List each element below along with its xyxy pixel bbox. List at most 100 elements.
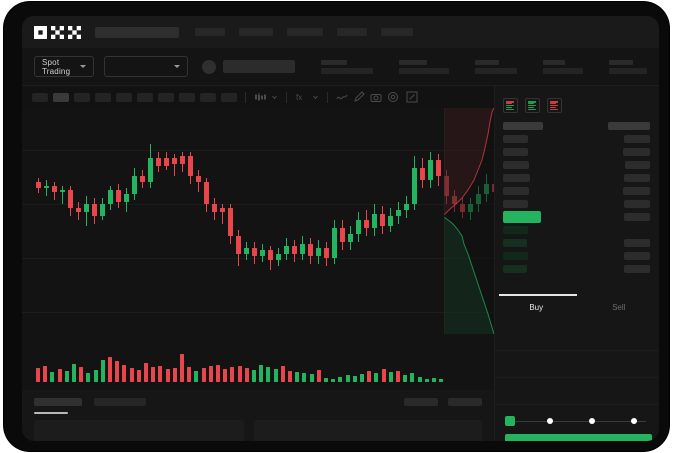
orderbook-row[interactable]	[495, 146, 659, 159]
timeframe-button-4[interactable]	[116, 92, 132, 102]
nav-search-input[interactable]	[95, 26, 179, 38]
volume-bar	[424, 379, 429, 382]
volume-bar	[165, 369, 170, 382]
orderbook-cell-price	[503, 187, 529, 195]
timeframe-button-2[interactable]	[74, 92, 90, 102]
timeframe-button-7[interactable]	[179, 92, 195, 102]
amount-percent-slider[interactable]	[505, 416, 650, 426]
orderbook-row[interactable]	[495, 211, 659, 224]
candle	[60, 108, 65, 334]
indicators-chevron-icon[interactable]	[312, 91, 319, 103]
nav-item-2[interactable]	[287, 28, 323, 36]
timeframe-button-9[interactable]	[221, 92, 237, 102]
trading-pair-selector[interactable]	[104, 56, 188, 77]
trading-mode-label: Spot Trading	[42, 57, 71, 76]
current-pair-display[interactable]	[202, 59, 295, 74]
line-chart-icon[interactable]	[336, 91, 348, 103]
orderbook-row[interactable]	[495, 224, 659, 237]
timeframe-button-5[interactable]	[137, 92, 153, 102]
candle	[340, 108, 345, 334]
volume-bar	[331, 379, 336, 382]
chart-settings-icon[interactable]	[387, 91, 399, 103]
orderbook-display-modes	[503, 98, 562, 113]
orderbook-rows	[495, 120, 659, 276]
candle-body	[356, 220, 361, 234]
mode-bar	[506, 108, 514, 110]
fullscreen-icon[interactable]	[406, 91, 418, 103]
price-chart[interactable]	[22, 108, 494, 334]
chart-type-chevron-icon[interactable]	[271, 91, 278, 103]
slider-handle[interactable]	[505, 416, 515, 426]
volume-bar	[136, 370, 141, 382]
candle-body	[156, 158, 161, 166]
nav-item-1[interactable]	[239, 28, 273, 36]
candle	[204, 108, 209, 334]
candle	[124, 108, 129, 334]
tab-buy[interactable]: Buy	[495, 294, 578, 320]
order-field-row[interactable]	[495, 351, 659, 378]
timeframe-button-8[interactable]	[200, 92, 216, 102]
candle	[404, 108, 409, 334]
timeframe-button-1[interactable]	[53, 92, 69, 102]
orderbook-row[interactable]	[495, 133, 659, 146]
place-buy-order-button[interactable]	[505, 434, 652, 441]
timeframe-button-3[interactable]	[95, 92, 111, 102]
orders-action-0[interactable]	[404, 398, 438, 406]
orders-tab-0[interactable]	[34, 398, 82, 406]
orders-card[interactable]	[34, 420, 244, 441]
drawing-pencil-icon[interactable]	[353, 91, 365, 103]
volume-bar	[180, 354, 184, 382]
stat-label	[543, 59, 565, 65]
orderbook-row[interactable]	[495, 198, 659, 211]
volume-bar	[381, 369, 386, 382]
orderbook-row[interactable]	[495, 159, 659, 172]
timeframe-button-0[interactable]	[32, 92, 48, 102]
bids-only-icon[interactable]	[525, 98, 540, 113]
candlestick-chart-icon[interactable]	[254, 91, 266, 103]
volume-bar	[360, 374, 364, 382]
orderbook-row[interactable]	[495, 250, 659, 263]
trading-mode-selector[interactable]: Spot Trading	[34, 56, 95, 77]
volume-bar	[108, 357, 112, 382]
snapshot-camera-icon[interactable]	[370, 91, 382, 103]
orderbook-row[interactable]	[495, 237, 659, 250]
volume-bar	[345, 375, 350, 382]
order-field-row[interactable]	[495, 378, 659, 405]
orderbook-row[interactable]	[495, 185, 659, 198]
candle	[228, 108, 233, 334]
candle	[84, 108, 89, 334]
both-sides-icon[interactable]	[503, 98, 518, 113]
orderbook-row[interactable]	[495, 172, 659, 185]
indicators-icon[interactable]: fx	[295, 91, 307, 103]
slider-step-dot[interactable]	[547, 418, 553, 424]
order-field-row[interactable]	[495, 324, 659, 351]
candle-body	[292, 246, 297, 254]
orderbook-sidebar: Buy Sell	[494, 86, 659, 441]
slider-step-dot[interactable]	[589, 418, 595, 424]
nav-menu	[195, 28, 413, 36]
nav-item-4[interactable]	[381, 28, 413, 36]
orderbook-row[interactable]	[495, 263, 659, 276]
orders-action-1[interactable]	[448, 398, 482, 406]
toolbar-divider	[286, 91, 287, 103]
nav-item-0[interactable]	[195, 28, 225, 36]
stat-value	[543, 67, 583, 74]
volume-bar	[417, 377, 422, 382]
okx-logo[interactable]	[34, 25, 81, 39]
tab-buy-label: Buy	[529, 302, 544, 312]
timeframe-button-6[interactable]	[158, 92, 174, 102]
orders-card[interactable]	[254, 420, 482, 441]
mode-bar	[550, 106, 556, 109]
asks-only-icon[interactable]	[547, 98, 562, 113]
orders-tab-1[interactable]	[94, 398, 146, 406]
slider-step-dot[interactable]	[631, 418, 637, 424]
nav-item-3[interactable]	[337, 28, 367, 36]
volume-bar	[316, 370, 321, 382]
volume-bar	[302, 373, 307, 382]
candle-body	[236, 236, 241, 254]
candle-body	[268, 250, 273, 260]
volume-bar	[122, 365, 127, 382]
tab-sell[interactable]: Sell	[578, 294, 660, 320]
candle-body	[388, 216, 393, 226]
candle	[236, 108, 241, 334]
